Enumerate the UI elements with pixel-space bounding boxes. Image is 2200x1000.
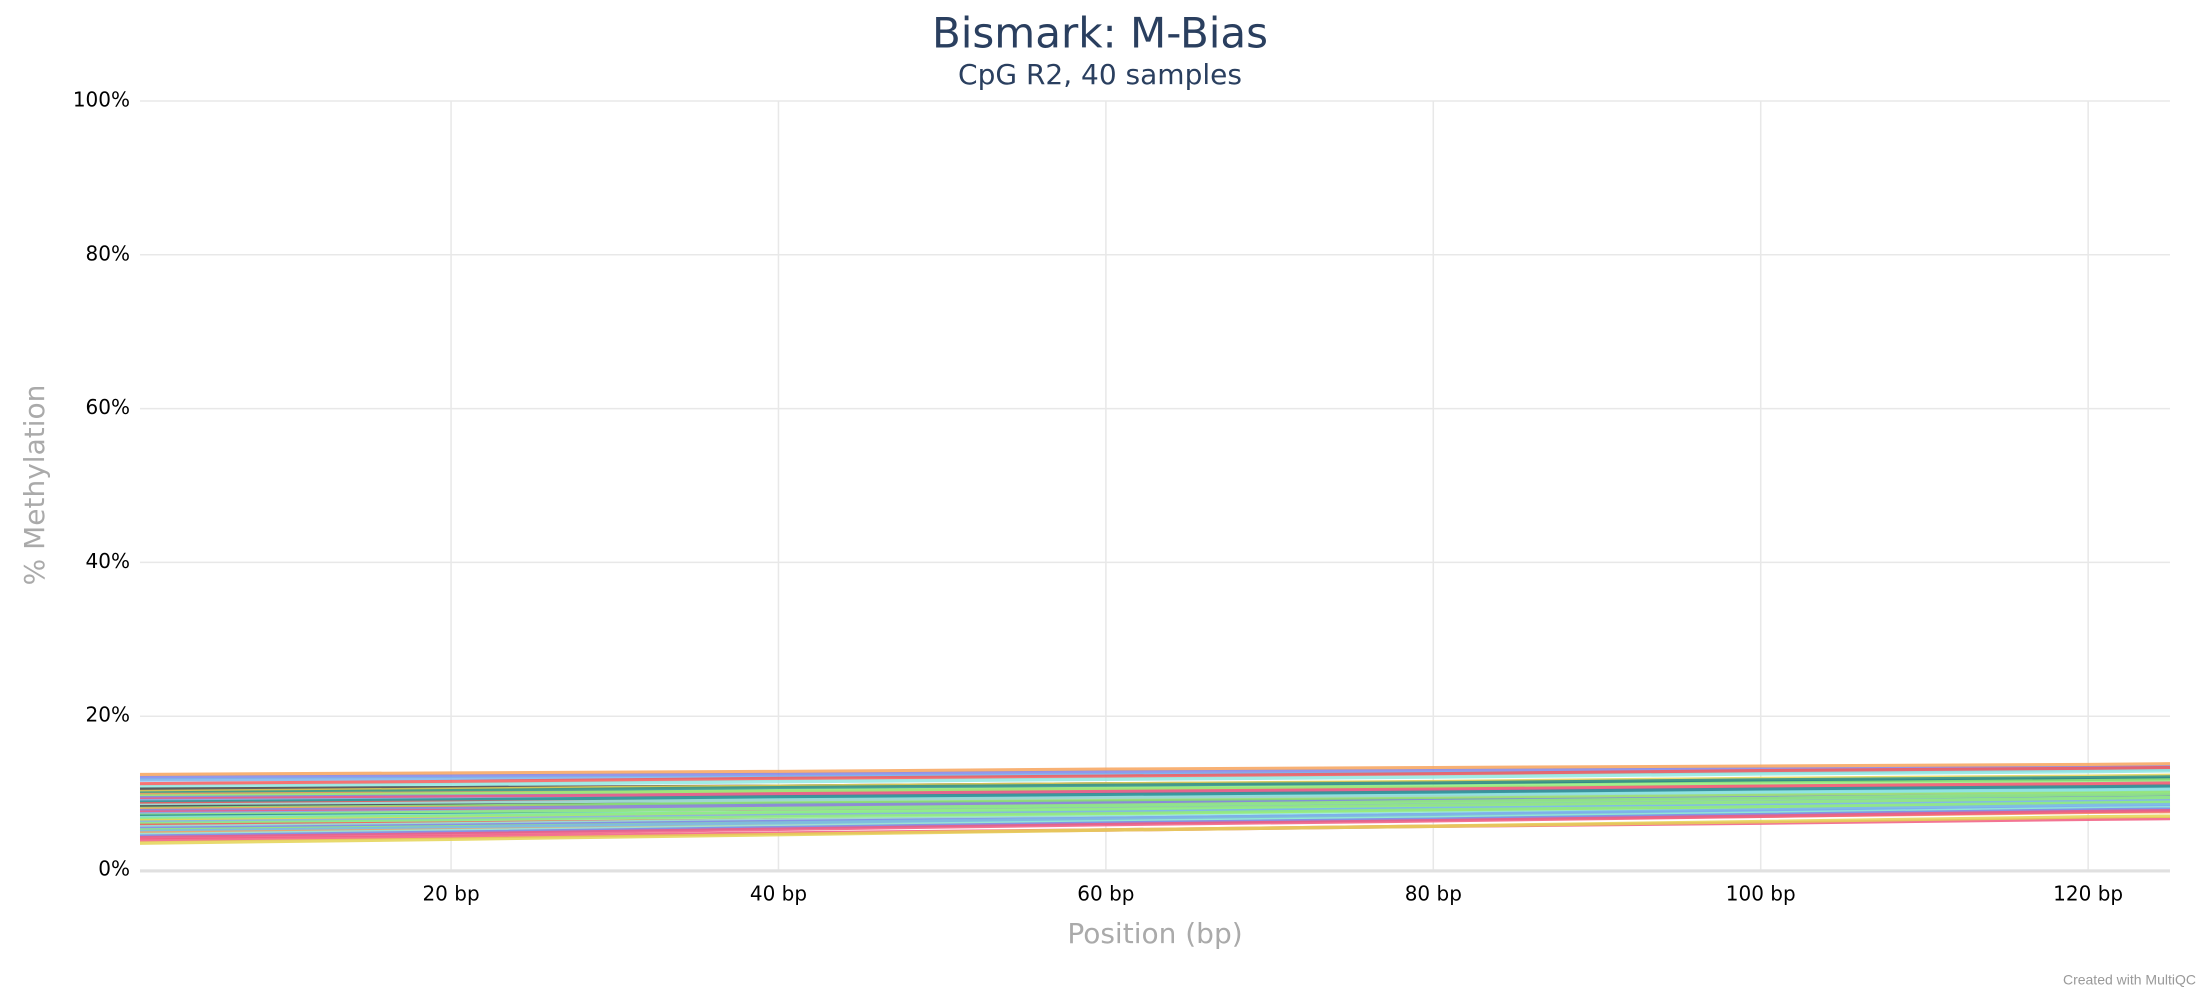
series-line bbox=[139, 802, 2171, 834]
series-line bbox=[139, 778, 2171, 798]
chart-title: Bismark: M-Bias bbox=[932, 9, 1268, 58]
y-tick-label: 60% bbox=[86, 395, 130, 419]
y-tick-label: 40% bbox=[86, 549, 130, 573]
series-line bbox=[139, 792, 2171, 818]
x-tick-label: 40 bp bbox=[750, 882, 807, 906]
y-axis-label: % Methylation bbox=[18, 385, 51, 586]
y-tick-label: 0% bbox=[98, 857, 130, 881]
series-line bbox=[139, 809, 2171, 840]
series-line bbox=[139, 795, 2171, 821]
y-tick-label: 100% bbox=[73, 88, 130, 112]
chart-subtitle: CpG R2, 40 samples bbox=[958, 58, 1242, 91]
x-tick-label: 120 bp bbox=[2053, 882, 2123, 906]
series-line bbox=[139, 765, 2171, 786]
y-tick-label: 20% bbox=[86, 703, 130, 727]
x-axis-label: Position (bp) bbox=[1067, 917, 1242, 950]
series-line bbox=[139, 814, 2171, 845]
y-tick-label: 80% bbox=[86, 241, 130, 265]
series-line bbox=[139, 800, 2171, 826]
series-line bbox=[139, 781, 2171, 802]
x-tick-label: 100 bp bbox=[1726, 882, 1796, 906]
series-line bbox=[139, 790, 2171, 811]
series-line bbox=[139, 775, 2171, 795]
x-tick-label: 60 bp bbox=[1077, 882, 1134, 906]
series-line bbox=[139, 762, 2171, 777]
credit: Created with MultiQC bbox=[2063, 972, 2196, 988]
series-line bbox=[139, 787, 2171, 808]
series-line bbox=[139, 769, 2171, 789]
x-tick-label: 20 bp bbox=[422, 882, 479, 906]
series-line bbox=[139, 784, 2171, 805]
x-tick-label: 80 bp bbox=[1405, 882, 1462, 906]
